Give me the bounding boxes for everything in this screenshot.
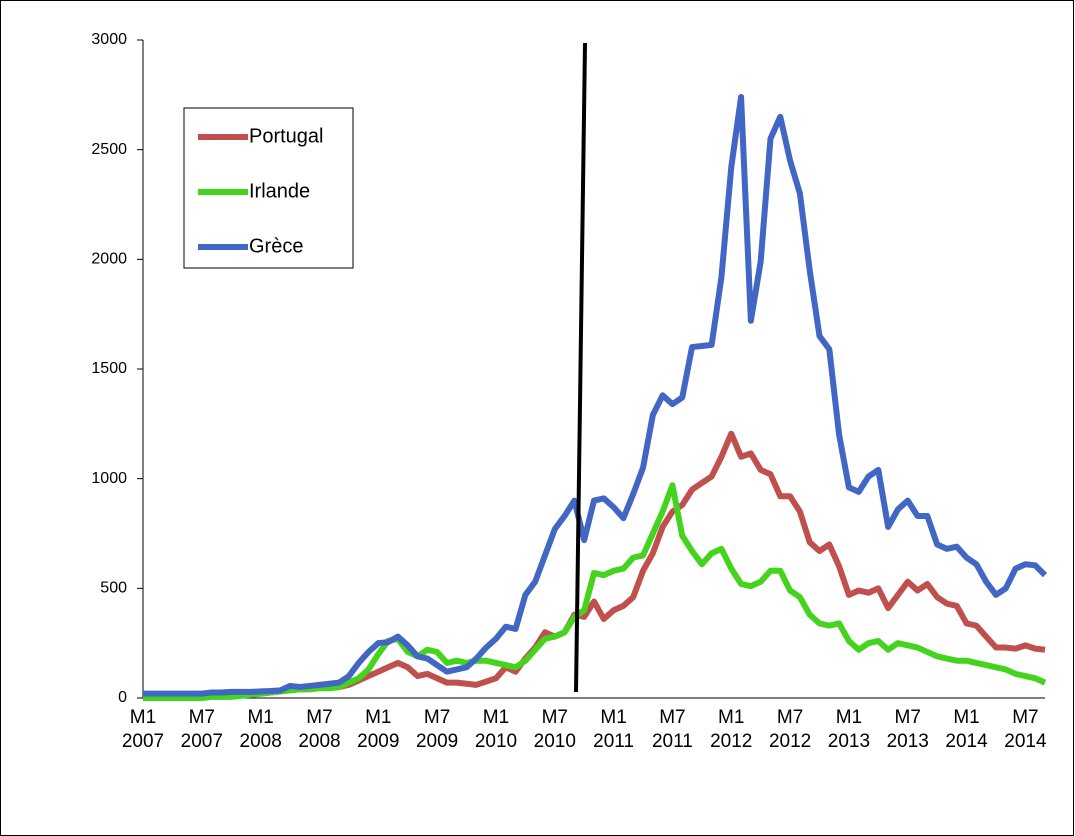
series-line — [143, 94, 1048, 697]
series-line — [143, 430, 1046, 699]
x-tick-label: M1 2010 — [474, 707, 518, 752]
y-tick-label: 1000 — [91, 470, 127, 487]
x-tick-label: M1 2007 — [121, 707, 165, 752]
x-tick-label: M1 2011 — [593, 707, 635, 752]
legend-label: Grèce — [249, 235, 303, 257]
x-tick-label: M7 2013 — [886, 707, 929, 752]
x-tick-label: M7 2007 — [180, 707, 223, 752]
x-tick-label: M1 2012 — [710, 707, 753, 752]
legend-label: Portugal — [249, 125, 324, 147]
annotation-line — [574, 42, 587, 693]
x-tick-label: M1 2014 — [945, 707, 988, 752]
x-tick-label: M7 2012 — [768, 707, 812, 752]
x-tick-label: M7 2009 — [415, 707, 459, 752]
y-tick-label: 2000 — [91, 251, 127, 268]
y-tick-label: 0 — [118, 689, 127, 706]
y-tick-label: 3000 — [91, 31, 127, 48]
x-tick-label: M7 2008 — [298, 707, 341, 752]
x-tick-label: M1 2013 — [827, 707, 871, 752]
y-tick-label: 1500 — [91, 360, 127, 377]
y-tick-label: 500 — [100, 580, 127, 597]
y-tick-label: 2500 — [91, 141, 127, 158]
legend-label: Irlande — [249, 180, 310, 202]
series-line — [143, 482, 1047, 701]
x-tick-label: M7 2010 — [533, 707, 576, 752]
x-tick-label: M7 2011 — [651, 707, 693, 752]
x-tick-label: M7 2014 — [1004, 707, 1047, 752]
x-tick-label: M1 2009 — [357, 707, 400, 752]
x-tick-label: M1 2008 — [239, 707, 282, 752]
